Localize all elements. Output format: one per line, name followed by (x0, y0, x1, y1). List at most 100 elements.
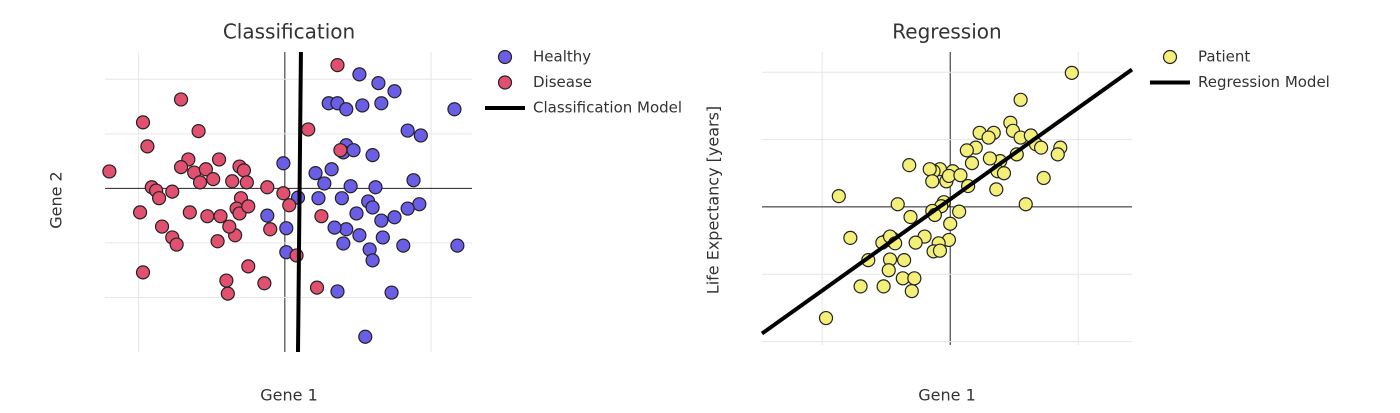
data-point (1064, 65, 1079, 80)
data-point (352, 67, 367, 82)
data-point (818, 310, 834, 326)
x-axis-label: Gene 1 (918, 386, 976, 405)
data-point (192, 175, 208, 190)
data-point (210, 234, 225, 249)
legend-swatch (497, 75, 513, 90)
data-point (387, 84, 402, 99)
data-point (1018, 197, 1033, 212)
data-point (387, 210, 402, 225)
data-point (225, 174, 240, 189)
data-point (374, 96, 389, 111)
data-point (276, 186, 291, 201)
data-point (365, 253, 380, 268)
data-point (241, 259, 256, 274)
data-point (339, 102, 354, 117)
data-point (173, 92, 189, 107)
data-point (200, 209, 215, 224)
data-point (343, 179, 358, 194)
data-point (301, 122, 316, 137)
data-point (140, 139, 155, 154)
y-axis-label: Life Expectancy [years] (704, 106, 723, 294)
data-point (922, 162, 937, 177)
data-point (260, 180, 275, 195)
data-point (182, 205, 197, 220)
legend-swatch (497, 49, 513, 65)
data-point (317, 176, 332, 191)
data-point (964, 156, 980, 171)
x-axis-label: Gene 1 (260, 386, 318, 405)
data-point (952, 204, 967, 219)
data-point (406, 173, 421, 188)
data-point (400, 201, 415, 216)
data-point (219, 273, 234, 288)
data-point (897, 253, 912, 268)
data-point (151, 191, 167, 206)
data-point (222, 219, 237, 234)
data-point (831, 189, 846, 204)
data-point (257, 276, 272, 291)
data-point (932, 243, 948, 258)
data-point (330, 57, 345, 73)
data-point (358, 329, 373, 344)
data-point (132, 205, 148, 220)
chart-title: Regression (892, 20, 1001, 44)
legend-label: Disease (533, 73, 592, 91)
data-point (355, 98, 370, 113)
data-point (1034, 140, 1049, 155)
data-point (346, 143, 361, 158)
data-point (154, 219, 170, 234)
data-point (925, 174, 940, 189)
data-point (263, 222, 278, 237)
data-point (447, 102, 462, 117)
data-point (198, 162, 213, 177)
data-point (352, 228, 367, 243)
data-point (413, 128, 428, 143)
data-point (220, 286, 235, 301)
data-point (279, 221, 294, 236)
data-point (241, 199, 256, 214)
data-point (853, 279, 868, 294)
data-point (890, 197, 905, 212)
data-point (169, 237, 184, 252)
data-point (368, 180, 383, 195)
data-point (334, 191, 349, 206)
data-point (412, 197, 427, 212)
data-point (396, 238, 411, 253)
data-point (902, 158, 917, 173)
data-point (324, 162, 339, 177)
data-point (206, 171, 221, 187)
data-point (989, 182, 1004, 197)
chart: Classification Gene 1 Gene 2 Healthy Disease… (47, 20, 683, 405)
data-point (996, 166, 1012, 181)
legend-label: Patient (1198, 48, 1250, 66)
data-point (904, 284, 919, 299)
data-point (1050, 147, 1065, 162)
data-point (191, 123, 206, 139)
data-point (309, 280, 325, 295)
data-point (1036, 170, 1051, 186)
data-point (982, 151, 997, 166)
data-point (1013, 92, 1028, 107)
data-point (943, 216, 958, 231)
legend-swatch (1162, 49, 1178, 65)
data-point (282, 198, 297, 213)
data-point (349, 206, 364, 221)
data-point (400, 123, 415, 138)
model-line (760, 67, 1134, 336)
data-point (276, 156, 291, 171)
data-point (450, 238, 465, 253)
data-point (375, 230, 390, 245)
data-point (239, 175, 254, 190)
data-point (311, 191, 326, 206)
chart: Regression Gene 1 Life Expectancy [years] P… (704, 20, 1330, 405)
data-point (289, 248, 304, 263)
data-point (876, 279, 891, 294)
data-point (981, 130, 996, 145)
data-point (374, 213, 389, 228)
data-point (371, 75, 386, 91)
data-point (903, 209, 918, 225)
data-point (365, 147, 380, 163)
legend-label: Classification Model (533, 99, 682, 117)
data-point (173, 159, 189, 175)
